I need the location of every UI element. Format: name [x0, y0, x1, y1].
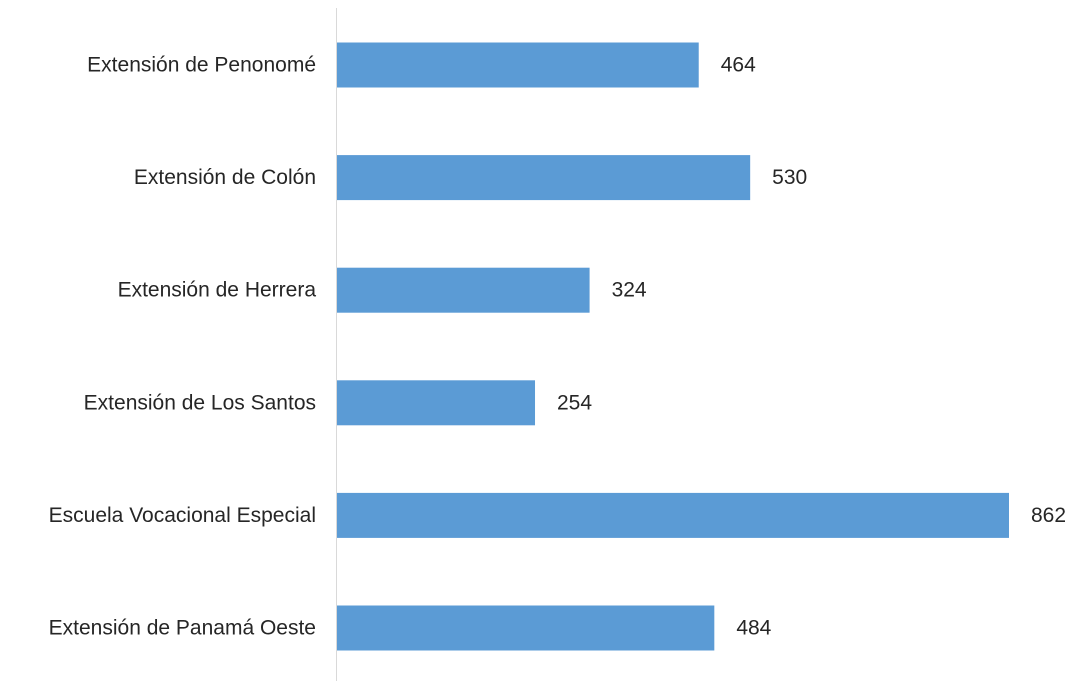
- bar-5: [337, 605, 715, 651]
- category-label-0: Extensión de Penonomé: [87, 54, 316, 77]
- category-label-2: Extensión de Herrera: [118, 279, 317, 302]
- value-label-0: 464: [721, 54, 756, 77]
- bar-3: [337, 380, 536, 426]
- value-label-4: 862: [1031, 504, 1066, 527]
- value-label-1: 530: [772, 166, 807, 189]
- value-labels-layer: 464 530 324 254 862 484: [557, 54, 1066, 640]
- bars-layer: [337, 42, 1009, 651]
- bar-2: [337, 267, 590, 313]
- bar-1: [337, 155, 751, 201]
- bar-0: [337, 42, 699, 88]
- bar-4: [337, 492, 1009, 538]
- value-label-5: 484: [736, 617, 771, 640]
- category-label-4: Escuela Vocacional Especial: [49, 504, 316, 527]
- value-label-2: 324: [612, 279, 647, 302]
- category-label-3: Extensión de Los Santos: [84, 391, 316, 414]
- category-label-5: Extensión de Panamá Oeste: [49, 617, 316, 640]
- value-label-3: 254: [557, 391, 592, 414]
- category-labels-layer: Extensión de Penonomé Extensión de Colón E…: [49, 54, 317, 640]
- category-label-1: Extensión de Colón: [134, 166, 316, 189]
